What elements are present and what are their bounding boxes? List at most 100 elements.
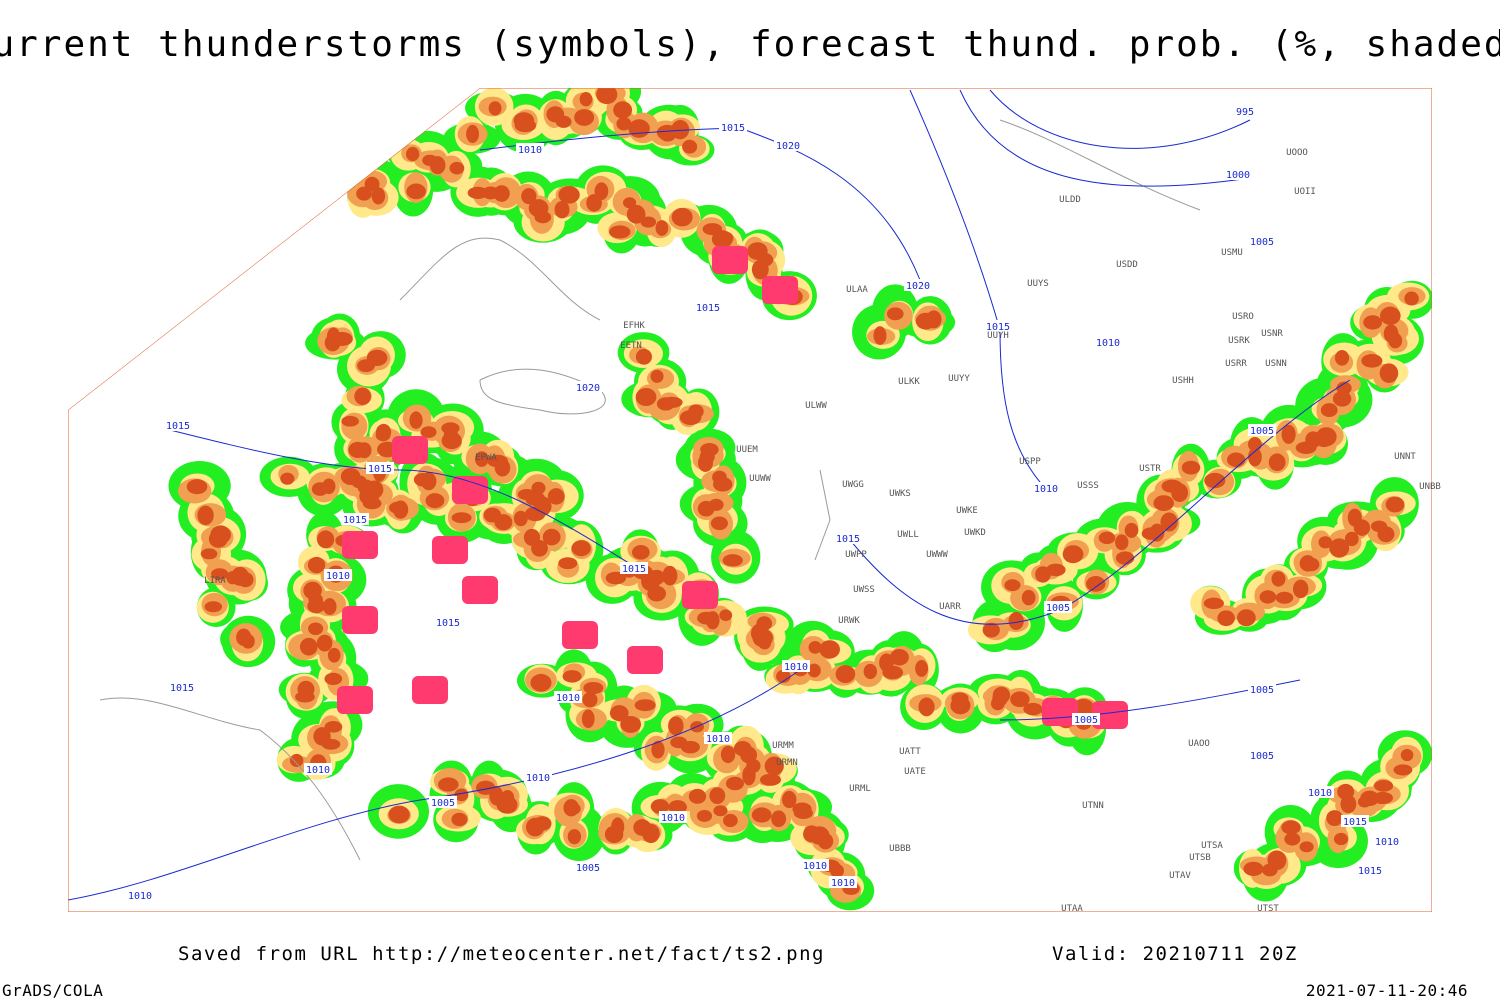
shading-cell [581, 709, 595, 729]
shading-cell [1271, 571, 1286, 587]
station-label: UTSB [1189, 853, 1211, 863]
shading-cell [583, 681, 604, 695]
shading-cell [324, 672, 343, 686]
storm-symbols [1042, 698, 1078, 726]
isobar-label: 1010 [831, 878, 855, 889]
station-label: UWWW [926, 550, 948, 560]
isobar-label: 1015 [1343, 817, 1367, 828]
shading-cell [531, 481, 546, 495]
station-label: URML [849, 784, 871, 794]
shading-cell [1333, 832, 1349, 846]
isobar-label: 1010 [706, 734, 730, 745]
shading-cell [425, 493, 445, 509]
shading-cell [308, 622, 324, 636]
isobar-label-bg [434, 616, 462, 628]
shading-cell [863, 663, 878, 680]
station-label: USMU [1221, 248, 1243, 258]
shading-cell [351, 475, 367, 489]
shading-cell [280, 472, 295, 485]
shading-cell [299, 637, 318, 656]
station-label: UTSA [1201, 841, 1223, 851]
station-label: UWLL [897, 530, 919, 540]
station-label: USNN [1265, 359, 1287, 369]
shading-cell [308, 593, 323, 606]
storm-symbols [682, 581, 718, 609]
shading-cell [1267, 850, 1287, 871]
title: Current thunderstorms (symbols), forecas… [0, 24, 1500, 65]
shading-cell [1124, 522, 1139, 538]
isobar-label-bg [366, 462, 394, 474]
station-label: UWPP [845, 550, 867, 560]
isobar-label-bg [574, 381, 602, 393]
shading-cell [596, 88, 618, 105]
isobar-label-bg [1072, 713, 1100, 725]
station-label: UWKD [964, 528, 986, 538]
shading-cell [807, 663, 821, 678]
shading-cell [782, 790, 797, 809]
shading-cell [751, 259, 769, 280]
isobar-label-bg [694, 301, 722, 313]
shading-cell [1010, 691, 1030, 708]
station-label: UUYH [987, 331, 1009, 341]
shading-cell [200, 548, 218, 560]
shading-cell [719, 609, 733, 622]
shading-cell [792, 802, 812, 816]
isobar-label: 1005 [576, 863, 600, 874]
isobar-label-bg [324, 569, 352, 581]
shading-cell [429, 156, 446, 175]
shading-cell [817, 832, 834, 850]
shading-cell [341, 415, 359, 427]
station-label: ULWW [805, 401, 827, 411]
isobar-label: 1010 [1375, 837, 1399, 848]
shading-cell [1337, 783, 1355, 800]
shading-cell [521, 188, 537, 205]
isobar-label: 1005 [1250, 237, 1274, 248]
isobar-label-bg [1231, 105, 1259, 117]
shading-cell [710, 516, 728, 531]
isobar-label: 1015 [170, 683, 194, 694]
shading-cell [725, 776, 744, 791]
shading-cell [671, 207, 693, 227]
isobar-label-bg [1248, 424, 1276, 436]
shading-cell [1374, 780, 1394, 792]
shading-cell [1046, 563, 1066, 577]
isobar-label: 995 [1236, 107, 1254, 118]
station-label: UWKE [956, 506, 978, 516]
shading-cell [1400, 748, 1414, 762]
shading-cell [626, 204, 646, 224]
shading-cell [451, 812, 468, 827]
software: GrADS/COLA [2, 981, 103, 1000]
shading-cell [438, 777, 459, 792]
shading-cell [613, 101, 633, 119]
shading-cell [915, 312, 936, 330]
storm-symbols [452, 476, 488, 504]
shading-cell [322, 598, 337, 615]
shading-cell [750, 623, 769, 643]
station-label: USSS [1077, 481, 1099, 491]
station-label: ULKK [898, 377, 920, 387]
shading-cell [307, 556, 326, 574]
shading-cell [313, 727, 331, 746]
shading-cell [632, 544, 650, 560]
storm-symbols [392, 436, 428, 464]
shading-cell [751, 807, 772, 823]
shading-cell [236, 628, 252, 646]
shading-cell [211, 568, 229, 580]
isobar-label: 1015 [166, 421, 190, 432]
isobar-label: 1020 [776, 141, 800, 152]
station-label: USRO [1232, 312, 1254, 322]
shading-cell [723, 813, 738, 828]
shading-cell [357, 442, 372, 459]
shading-cell [1023, 702, 1043, 716]
shading-cell [992, 686, 1011, 704]
station-label: UUYY [948, 374, 970, 384]
shading-cell [449, 161, 465, 175]
shading-cell [364, 176, 380, 192]
shading-cell [1171, 483, 1189, 503]
shading-cell [1347, 508, 1362, 527]
station-label: UUWW [749, 474, 771, 484]
shading-cell [331, 331, 353, 346]
shading-cell [950, 696, 971, 715]
isobar-label-bg [1341, 815, 1369, 827]
shading-cell [354, 387, 372, 406]
